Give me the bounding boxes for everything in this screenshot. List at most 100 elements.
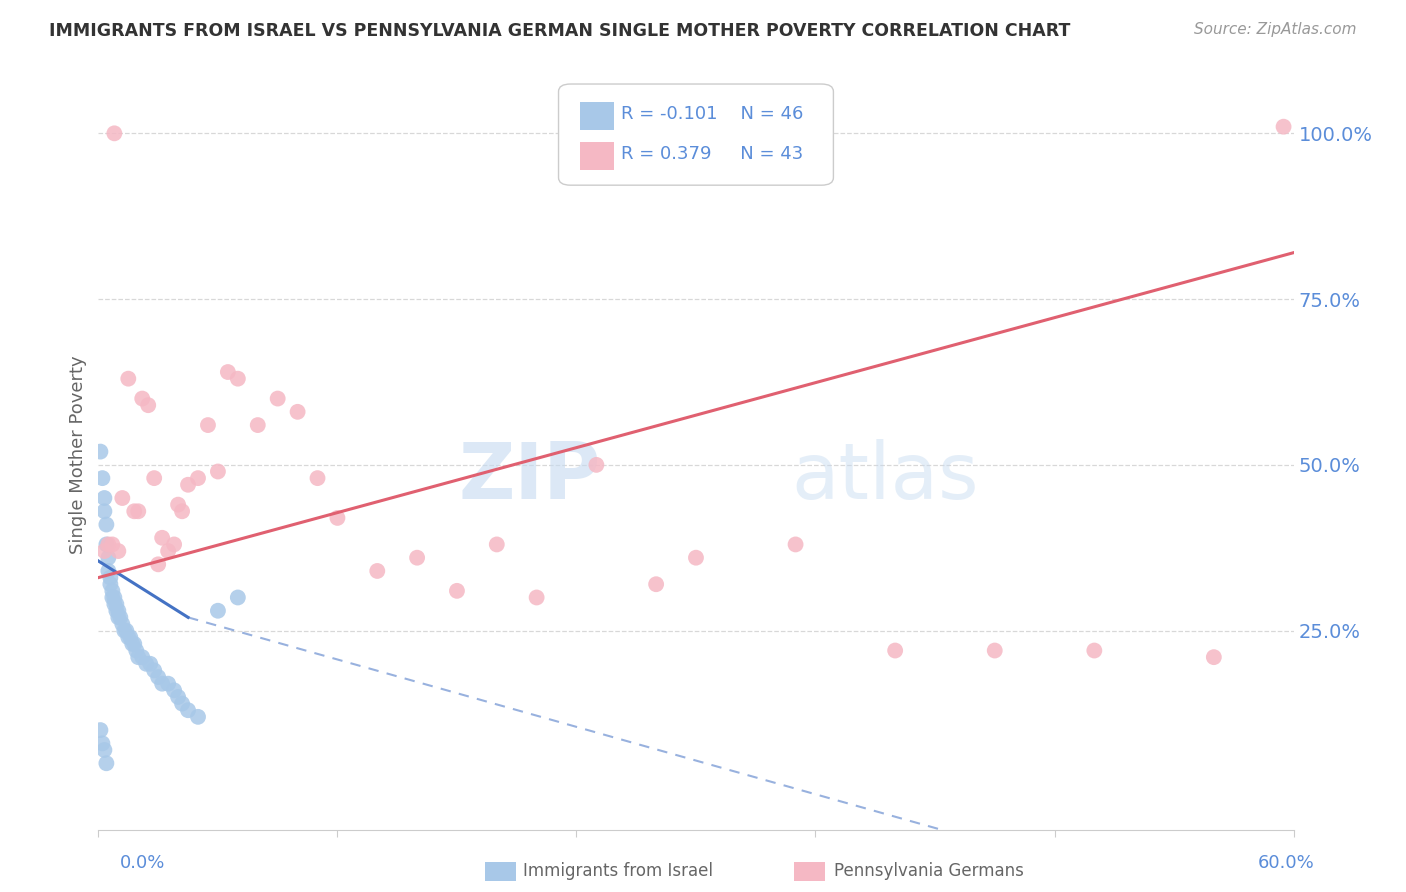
Point <box>96 537 118 551</box>
Point <box>103 126 125 140</box>
Point <box>135 657 157 671</box>
Point <box>91 736 114 750</box>
Point <box>645 577 668 591</box>
Point <box>1202 650 1225 665</box>
Point <box>96 517 118 532</box>
Y-axis label: Single Mother Poverty: Single Mother Poverty <box>69 356 87 554</box>
Point <box>93 743 115 757</box>
Point <box>157 676 180 690</box>
Point <box>107 610 129 624</box>
Point <box>217 365 239 379</box>
Point <box>124 504 146 518</box>
Point <box>167 690 190 704</box>
Point <box>226 591 249 605</box>
Point <box>101 583 124 598</box>
Point <box>984 643 1007 657</box>
Point <box>446 583 468 598</box>
Point <box>287 405 309 419</box>
FancyBboxPatch shape <box>558 84 834 186</box>
Point <box>207 465 229 479</box>
Point <box>785 537 807 551</box>
Point <box>187 471 209 485</box>
Point <box>107 544 129 558</box>
Point <box>143 471 166 485</box>
Point <box>117 630 139 644</box>
Point <box>107 604 129 618</box>
Point <box>197 418 219 433</box>
Point <box>1083 643 1105 657</box>
Point <box>366 564 388 578</box>
Point <box>121 637 143 651</box>
Point <box>117 372 139 386</box>
FancyBboxPatch shape <box>581 142 613 170</box>
Point <box>120 630 142 644</box>
Point <box>187 710 209 724</box>
Text: IMMIGRANTS FROM ISRAEL VS PENNSYLVANIA GERMAN SINGLE MOTHER POVERTY CORRELATION : IMMIGRANTS FROM ISRAEL VS PENNSYLVANIA G… <box>49 22 1070 40</box>
Point <box>163 683 186 698</box>
Text: 0.0%: 0.0% <box>120 855 165 872</box>
Point <box>485 537 508 551</box>
Point <box>124 637 146 651</box>
Point <box>111 491 134 505</box>
Point <box>101 591 124 605</box>
Point <box>1272 120 1295 134</box>
Point <box>101 537 124 551</box>
Point <box>97 564 120 578</box>
Point <box>157 544 180 558</box>
Point <box>406 550 429 565</box>
Text: R = 0.379     N = 43: R = 0.379 N = 43 <box>620 145 803 163</box>
Point <box>93 544 115 558</box>
Text: atlas: atlas <box>792 440 979 516</box>
Point <box>97 550 120 565</box>
Point <box>172 504 194 518</box>
Point <box>326 511 349 525</box>
Text: R = -0.101    N = 46: R = -0.101 N = 46 <box>620 105 803 123</box>
Text: Source: ZipAtlas.com: Source: ZipAtlas.com <box>1194 22 1357 37</box>
Point <box>111 617 134 632</box>
Point <box>93 504 115 518</box>
Point <box>103 597 125 611</box>
Point <box>177 703 200 717</box>
Point <box>89 444 111 458</box>
Point <box>127 650 149 665</box>
Point <box>177 477 200 491</box>
Point <box>167 498 190 512</box>
Point <box>115 624 138 638</box>
Point <box>148 558 170 572</box>
Point <box>226 372 249 386</box>
Point <box>110 610 132 624</box>
Point <box>307 471 329 485</box>
Point <box>112 624 135 638</box>
Point <box>163 537 186 551</box>
Point <box>131 392 153 406</box>
Point <box>143 664 166 678</box>
Text: Immigrants from Israel: Immigrants from Israel <box>523 863 713 880</box>
Point <box>127 504 149 518</box>
Point <box>97 537 120 551</box>
Point <box>96 756 118 771</box>
Point <box>526 591 548 605</box>
Point <box>267 392 290 406</box>
Point <box>884 643 907 657</box>
Point <box>136 398 159 412</box>
Point <box>105 604 128 618</box>
Point <box>131 650 153 665</box>
Point <box>139 657 162 671</box>
Point <box>103 591 125 605</box>
Text: Pennsylvania Germans: Pennsylvania Germans <box>834 863 1024 880</box>
Point <box>150 531 173 545</box>
Text: 60.0%: 60.0% <box>1258 855 1315 872</box>
Text: ZIP: ZIP <box>458 440 600 516</box>
Point <box>125 643 148 657</box>
Point <box>172 697 194 711</box>
FancyBboxPatch shape <box>581 102 613 130</box>
Point <box>150 676 173 690</box>
Point <box>105 597 128 611</box>
Point <box>585 458 607 472</box>
Point <box>93 491 115 505</box>
Point <box>98 571 122 585</box>
Point <box>685 550 707 565</box>
Point <box>148 670 170 684</box>
Point <box>246 418 269 433</box>
Point <box>91 471 114 485</box>
